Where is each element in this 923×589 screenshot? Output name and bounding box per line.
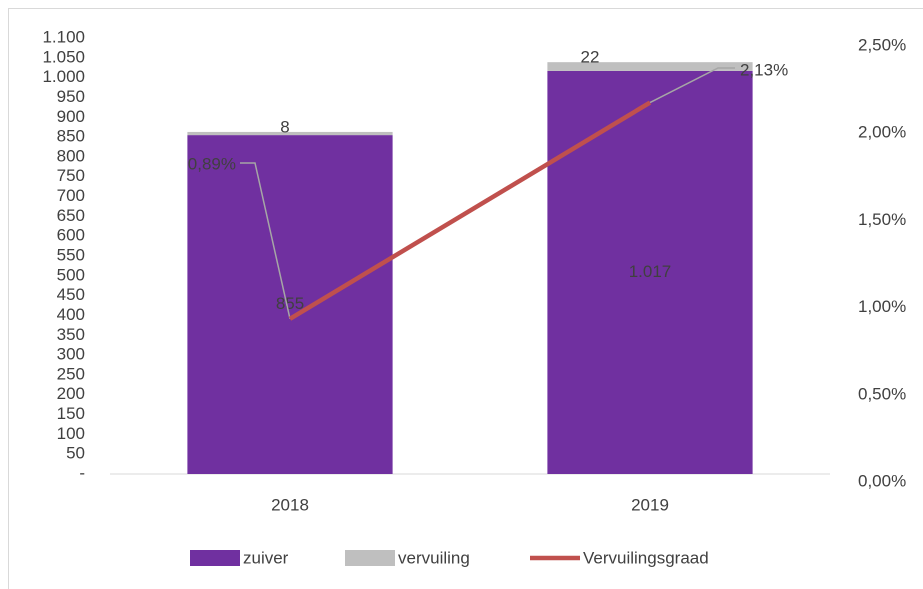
y-tick-label: 150 <box>57 404 85 423</box>
y2-tick-label: 1,50% <box>858 210 906 229</box>
y-tick-label: - <box>79 463 85 482</box>
y-tick-label: 900 <box>57 107 85 126</box>
y2-tick-label: 0,50% <box>858 384 906 403</box>
y-tick-label: 1.000 <box>42 67 85 86</box>
bar-segment <box>187 131 393 136</box>
y-tick-label: 450 <box>57 285 85 304</box>
y-tick-label: 100 <box>57 424 85 443</box>
data-label: 0,89% <box>188 154 236 173</box>
bar-segment <box>547 62 753 71</box>
y-tick-label: 500 <box>57 265 85 284</box>
y-tick-label: 950 <box>57 87 85 106</box>
y-tick-label: 1.050 <box>42 47 85 66</box>
y-tick-label: 250 <box>57 364 85 383</box>
y-tick-label: 750 <box>57 166 85 185</box>
y-tick-label: 850 <box>57 127 85 146</box>
bar-segment <box>187 135 393 475</box>
data-label: 2,13% <box>740 60 788 79</box>
data-label: 855 <box>276 294 304 313</box>
bar-segment <box>547 70 753 474</box>
y2-tick-label: 2,50% <box>858 35 906 54</box>
legend-swatch <box>345 550 395 566</box>
y-tick-label: 400 <box>57 305 85 324</box>
y2-tick-label: 2,00% <box>858 123 906 142</box>
y-tick-label: 550 <box>57 245 85 264</box>
line <box>288 100 652 321</box>
leader-line <box>649 67 735 104</box>
legend-label: vervuiling <box>398 548 470 567</box>
data-label: 8 <box>280 117 289 136</box>
data-label: 22 <box>581 48 600 67</box>
y-tick-label: 350 <box>57 325 85 344</box>
chart-border <box>8 8 923 589</box>
x-tick-label: 2019 <box>631 495 669 514</box>
y2-tick-label: 1,00% <box>858 297 906 316</box>
y-tick-label: 200 <box>57 384 85 403</box>
legend-label: Vervuilingsgraad <box>583 548 709 567</box>
y-tick-label: 700 <box>57 186 85 205</box>
legend-label: zuiver <box>243 548 289 567</box>
leader-line <box>240 162 291 319</box>
y-tick-label: 800 <box>57 146 85 165</box>
legend-swatch <box>190 550 240 566</box>
y-tick-label: 1.100 <box>42 27 85 46</box>
data-label: 1.017 <box>629 262 672 281</box>
y-tick-label: 300 <box>57 345 85 364</box>
x-tick-label: 2018 <box>271 495 309 514</box>
y-tick-label: 650 <box>57 206 85 225</box>
y-tick-label: 600 <box>57 226 85 245</box>
y-tick-label: 50 <box>66 444 85 463</box>
y2-tick-label: 0,00% <box>858 471 906 490</box>
